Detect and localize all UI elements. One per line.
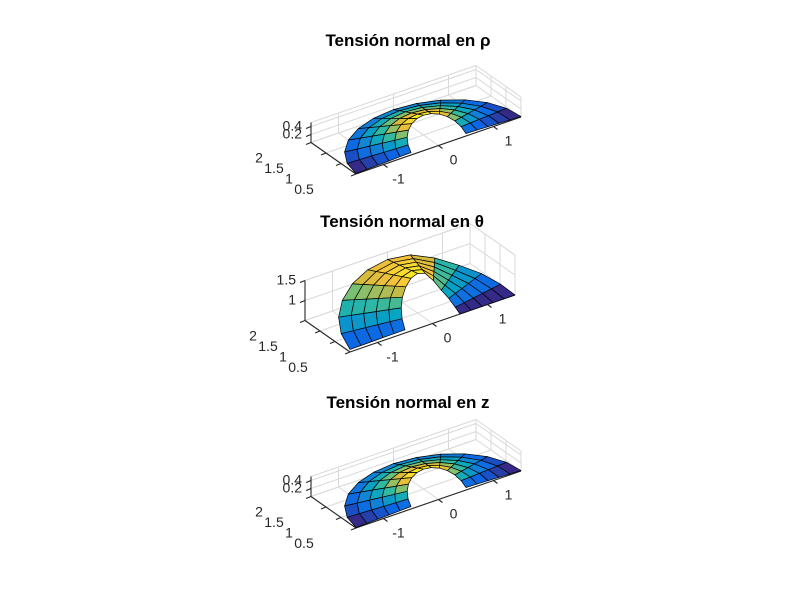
tick-mark	[377, 342, 382, 346]
axis-tick-label: 2	[255, 150, 263, 166]
grid-line	[475, 69, 522, 102]
tick-mark	[320, 506, 327, 510]
y-axis-line	[304, 320, 351, 353]
tick-mark	[305, 133, 312, 138]
tick-mark	[493, 126, 498, 130]
tick-mark	[299, 299, 306, 304]
plot-title-sigma-theta: Tensión normal en θ	[320, 212, 484, 231]
axis-tick-label: -1	[386, 349, 399, 365]
tick-mark	[320, 152, 327, 156]
box-edge	[475, 439, 522, 472]
plot-title-sigma-rho: Tensión normal en ρ	[325, 31, 490, 50]
axis-tick-label: 1	[499, 311, 507, 327]
tick-mark	[383, 518, 388, 522]
axis-tick-label: 0.2	[283, 126, 303, 142]
axis-tick-label: 1.5	[277, 272, 297, 288]
box-edge	[310, 419, 477, 477]
tick-mark	[314, 330, 321, 334]
tick-mark	[350, 527, 357, 531]
grid-line	[310, 69, 477, 127]
box-edge	[475, 419, 522, 452]
surface-mesh	[338, 254, 516, 350]
axis-tick-label: 2	[249, 328, 257, 344]
grid-line	[310, 77, 477, 135]
surface-cell	[340, 330, 362, 350]
tick-mark	[438, 499, 443, 503]
tick-mark	[329, 340, 336, 345]
grid-line	[475, 77, 522, 110]
axis-tick-label: -1	[392, 525, 405, 541]
axis-tick-label: 1	[505, 133, 513, 149]
axis-tick-label: 0.4	[283, 472, 303, 488]
axis-tick-label: 1.5	[264, 160, 284, 176]
surface-mesh	[344, 99, 522, 174]
box-edge	[475, 65, 522, 98]
surface-cell	[346, 159, 368, 174]
y-axis-line	[310, 496, 357, 529]
axis-tick-label: 0	[450, 152, 458, 168]
axis-tick-label: 1	[285, 171, 293, 187]
tick-mark	[335, 162, 342, 167]
tick-mark	[305, 487, 312, 492]
surface-cell	[346, 513, 368, 528]
surface-mesh	[344, 453, 522, 528]
tick-mark	[493, 480, 498, 484]
tick-mark	[383, 164, 388, 168]
box-edge	[304, 223, 471, 281]
tick-mark	[299, 279, 306, 284]
tick-mark	[438, 145, 443, 149]
axis-tick-label: 1	[285, 525, 293, 541]
axis-tick-label: 2	[255, 504, 263, 520]
box-edge	[475, 85, 522, 118]
plot-title-sigma-z: Tensión normal en z	[326, 393, 489, 412]
tick-mark	[335, 516, 342, 521]
tick-mark	[487, 304, 492, 308]
axis-tick-label: 0.2	[283, 480, 303, 496]
axis-tick-label: 1.5	[264, 514, 284, 530]
tick-mark	[350, 173, 357, 177]
axis-tick-label: 0	[450, 506, 458, 522]
axis-tick-label: 1	[288, 292, 296, 308]
y-axis-line	[310, 142, 357, 175]
tick-mark	[305, 479, 312, 484]
axis-tick-label: 0	[444, 330, 452, 346]
axis-tick-label: 0.5	[294, 535, 314, 551]
tick-mark	[305, 125, 312, 130]
axis-tick-label: -1	[392, 171, 405, 187]
axis-tick-label: 1	[279, 349, 287, 365]
tick-mark	[432, 323, 437, 327]
axis-tick-label: 0.4	[283, 118, 303, 134]
tick-mark	[305, 141, 312, 146]
axis-tick-label: 0.5	[288, 359, 308, 375]
surface-cell	[460, 476, 478, 488]
grid-line	[310, 423, 477, 481]
tick-mark	[344, 351, 351, 355]
grid-line	[310, 431, 477, 489]
tick-mark	[305, 495, 312, 500]
grid-line	[475, 431, 522, 464]
tick-mark	[299, 319, 306, 324]
grid-line	[475, 423, 522, 456]
box-edge	[310, 65, 477, 123]
axis-tick-label: 0.5	[294, 181, 314, 197]
axis-tick-label: 1	[505, 487, 513, 503]
surface-cell	[460, 122, 478, 134]
grid-line	[469, 243, 516, 276]
axis-tick-label: 1.5	[258, 338, 278, 354]
box-edge	[469, 223, 516, 256]
